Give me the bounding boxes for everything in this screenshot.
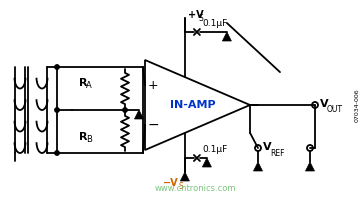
Text: 0.1μF: 0.1μF [202, 146, 227, 154]
Polygon shape [253, 162, 262, 171]
Circle shape [55, 65, 59, 69]
Text: REF: REF [270, 148, 284, 158]
Polygon shape [135, 110, 144, 119]
Text: A: A [86, 82, 92, 90]
Circle shape [55, 151, 59, 155]
Text: +V: +V [188, 10, 204, 20]
Text: +: + [148, 79, 158, 92]
Circle shape [123, 108, 127, 112]
Polygon shape [222, 32, 231, 41]
Polygon shape [305, 162, 314, 171]
Text: www.cntronics.com: www.cntronics.com [154, 184, 236, 193]
Text: V: V [263, 142, 271, 152]
Circle shape [55, 108, 59, 112]
Text: OUT: OUT [327, 104, 343, 114]
Text: 0.1μF: 0.1μF [202, 20, 227, 28]
Text: V: V [320, 99, 329, 109]
Text: S: S [179, 182, 184, 191]
Text: S: S [199, 14, 204, 23]
Text: −: − [147, 118, 159, 132]
Text: IN-AMP: IN-AMP [170, 100, 215, 110]
Text: −V: −V [163, 178, 179, 188]
Polygon shape [203, 158, 212, 167]
Text: R: R [79, 132, 87, 142]
Text: R: R [79, 78, 87, 88]
Text: 07034-006: 07034-006 [355, 88, 360, 122]
Text: B: B [86, 136, 92, 144]
Polygon shape [180, 172, 190, 181]
